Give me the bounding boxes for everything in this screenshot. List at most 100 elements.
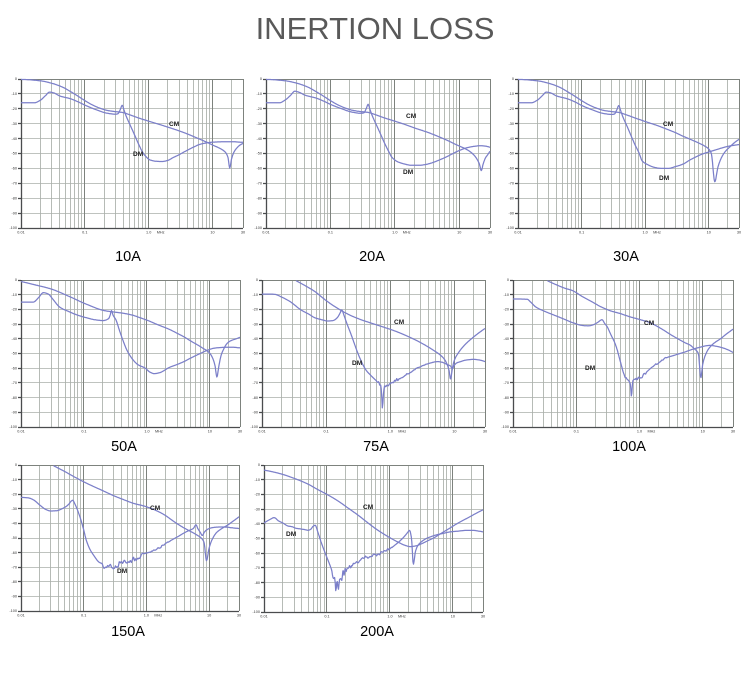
svg-text:0: 0 [258, 463, 260, 467]
svg-text:0.01: 0.01 [514, 231, 521, 235]
svg-text:75A: 75A [363, 439, 389, 455]
svg-text:0.1: 0.1 [81, 430, 86, 434]
svg-text:MHz: MHz [154, 614, 162, 618]
svg-text:MHz: MHz [157, 231, 165, 235]
svg-text:-10: -10 [12, 478, 18, 482]
svg-text:-40: -40 [12, 137, 18, 141]
svg-text:150A: 150A [111, 624, 145, 640]
svg-text:0.1: 0.1 [324, 615, 329, 619]
svg-text:-40: -40 [12, 337, 18, 341]
svg-text:50A: 50A [111, 439, 137, 455]
svg-text:DM: DM [403, 169, 413, 176]
svg-text:-100: -100 [254, 226, 262, 230]
svg-text:0.1: 0.1 [574, 430, 579, 434]
svg-text:MHz: MHz [398, 615, 406, 619]
svg-text:30: 30 [237, 614, 241, 618]
svg-text:-60: -60 [12, 366, 18, 370]
svg-text:-20: -20 [12, 492, 18, 496]
svg-text:MHz: MHz [403, 231, 411, 235]
svg-text:0.01: 0.01 [17, 614, 24, 618]
svg-text:-80: -80 [255, 581, 261, 585]
svg-text:-70: -70 [253, 381, 259, 385]
svg-text:10: 10 [210, 231, 214, 235]
svg-text:-60: -60 [504, 366, 510, 370]
svg-text:1.0: 1.0 [144, 614, 149, 618]
svg-text:-70: -70 [12, 565, 18, 569]
svg-text:20A: 20A [359, 249, 385, 265]
svg-text:-90: -90 [12, 411, 18, 415]
svg-text:-70: -70 [509, 182, 515, 186]
svg-text:0.01: 0.01 [262, 231, 269, 235]
svg-text:-80: -80 [504, 396, 510, 400]
svg-text:-20: -20 [504, 308, 510, 312]
svg-text:-50: -50 [504, 352, 510, 356]
svg-text:1.0: 1.0 [387, 615, 392, 619]
svg-text:10: 10 [208, 430, 212, 434]
svg-text:-30: -30 [12, 122, 18, 126]
svg-text:0.01: 0.01 [509, 430, 516, 434]
svg-text:-80: -80 [257, 196, 263, 200]
svg-text:DM: DM [286, 531, 296, 538]
svg-text:MHz: MHz [155, 430, 163, 434]
svg-text:CM: CM [394, 319, 404, 326]
svg-text:CM: CM [363, 504, 373, 511]
svg-text:-10: -10 [255, 478, 261, 482]
svg-text:-100: -100 [9, 425, 17, 429]
svg-text:30: 30 [241, 231, 245, 235]
svg-text:-20: -20 [12, 308, 18, 312]
svg-text:-30: -30 [12, 322, 18, 326]
svg-text:-90: -90 [257, 211, 263, 215]
svg-text:-70: -70 [12, 182, 18, 186]
svg-text:-30: -30 [253, 322, 259, 326]
svg-text:DM: DM [117, 568, 127, 575]
svg-text:-10: -10 [12, 92, 18, 96]
svg-text:-100: -100 [9, 609, 17, 613]
svg-text:-50: -50 [253, 352, 259, 356]
svg-text:0: 0 [256, 278, 258, 282]
svg-text:0.1: 0.1 [82, 231, 87, 235]
svg-text:-50: -50 [12, 536, 18, 540]
svg-text:-90: -90 [509, 211, 515, 215]
svg-text:-90: -90 [12, 595, 18, 599]
svg-text:-60: -60 [12, 551, 18, 555]
svg-text:-70: -70 [257, 182, 263, 186]
svg-text:10: 10 [707, 231, 711, 235]
svg-text:-100: -100 [252, 610, 260, 614]
svg-text:-20: -20 [253, 308, 259, 312]
svg-text:30A: 30A [613, 249, 639, 265]
svg-text:-30: -30 [504, 322, 510, 326]
svg-text:-30: -30 [12, 507, 18, 511]
svg-text:CM: CM [663, 121, 673, 128]
svg-text:10A: 10A [115, 249, 141, 265]
svg-text:30: 30 [481, 615, 485, 619]
svg-text:DM: DM [352, 360, 362, 367]
svg-text:MHz: MHz [648, 430, 656, 434]
svg-text:-90: -90 [255, 596, 261, 600]
svg-text:-10: -10 [257, 92, 263, 96]
svg-text:-90: -90 [253, 411, 259, 415]
svg-text:-80: -80 [12, 396, 18, 400]
svg-text:1.0: 1.0 [146, 231, 151, 235]
svg-text:0.1: 0.1 [328, 231, 333, 235]
svg-text:-20: -20 [12, 107, 18, 111]
svg-text:-30: -30 [257, 122, 263, 126]
svg-text:CM: CM [406, 113, 416, 120]
svg-text:DM: DM [585, 365, 595, 372]
svg-text:-80: -80 [253, 396, 259, 400]
svg-text:30: 30 [488, 231, 492, 235]
svg-text:1.0: 1.0 [388, 430, 393, 434]
svg-text:-20: -20 [257, 107, 263, 111]
svg-text:-100: -100 [250, 425, 258, 429]
svg-text:CM: CM [150, 505, 160, 512]
svg-text:10: 10 [451, 615, 455, 619]
svg-text:-50: -50 [255, 537, 261, 541]
svg-text:-30: -30 [509, 122, 515, 126]
svg-text:-90: -90 [504, 411, 510, 415]
svg-text:0.01: 0.01 [17, 430, 24, 434]
svg-text:-20: -20 [255, 493, 261, 497]
svg-text:-50: -50 [509, 152, 515, 156]
svg-text:-10: -10 [12, 293, 18, 297]
svg-text:0.1: 0.1 [579, 231, 584, 235]
svg-text:MHz: MHz [398, 430, 406, 434]
svg-text:-20: -20 [509, 107, 515, 111]
